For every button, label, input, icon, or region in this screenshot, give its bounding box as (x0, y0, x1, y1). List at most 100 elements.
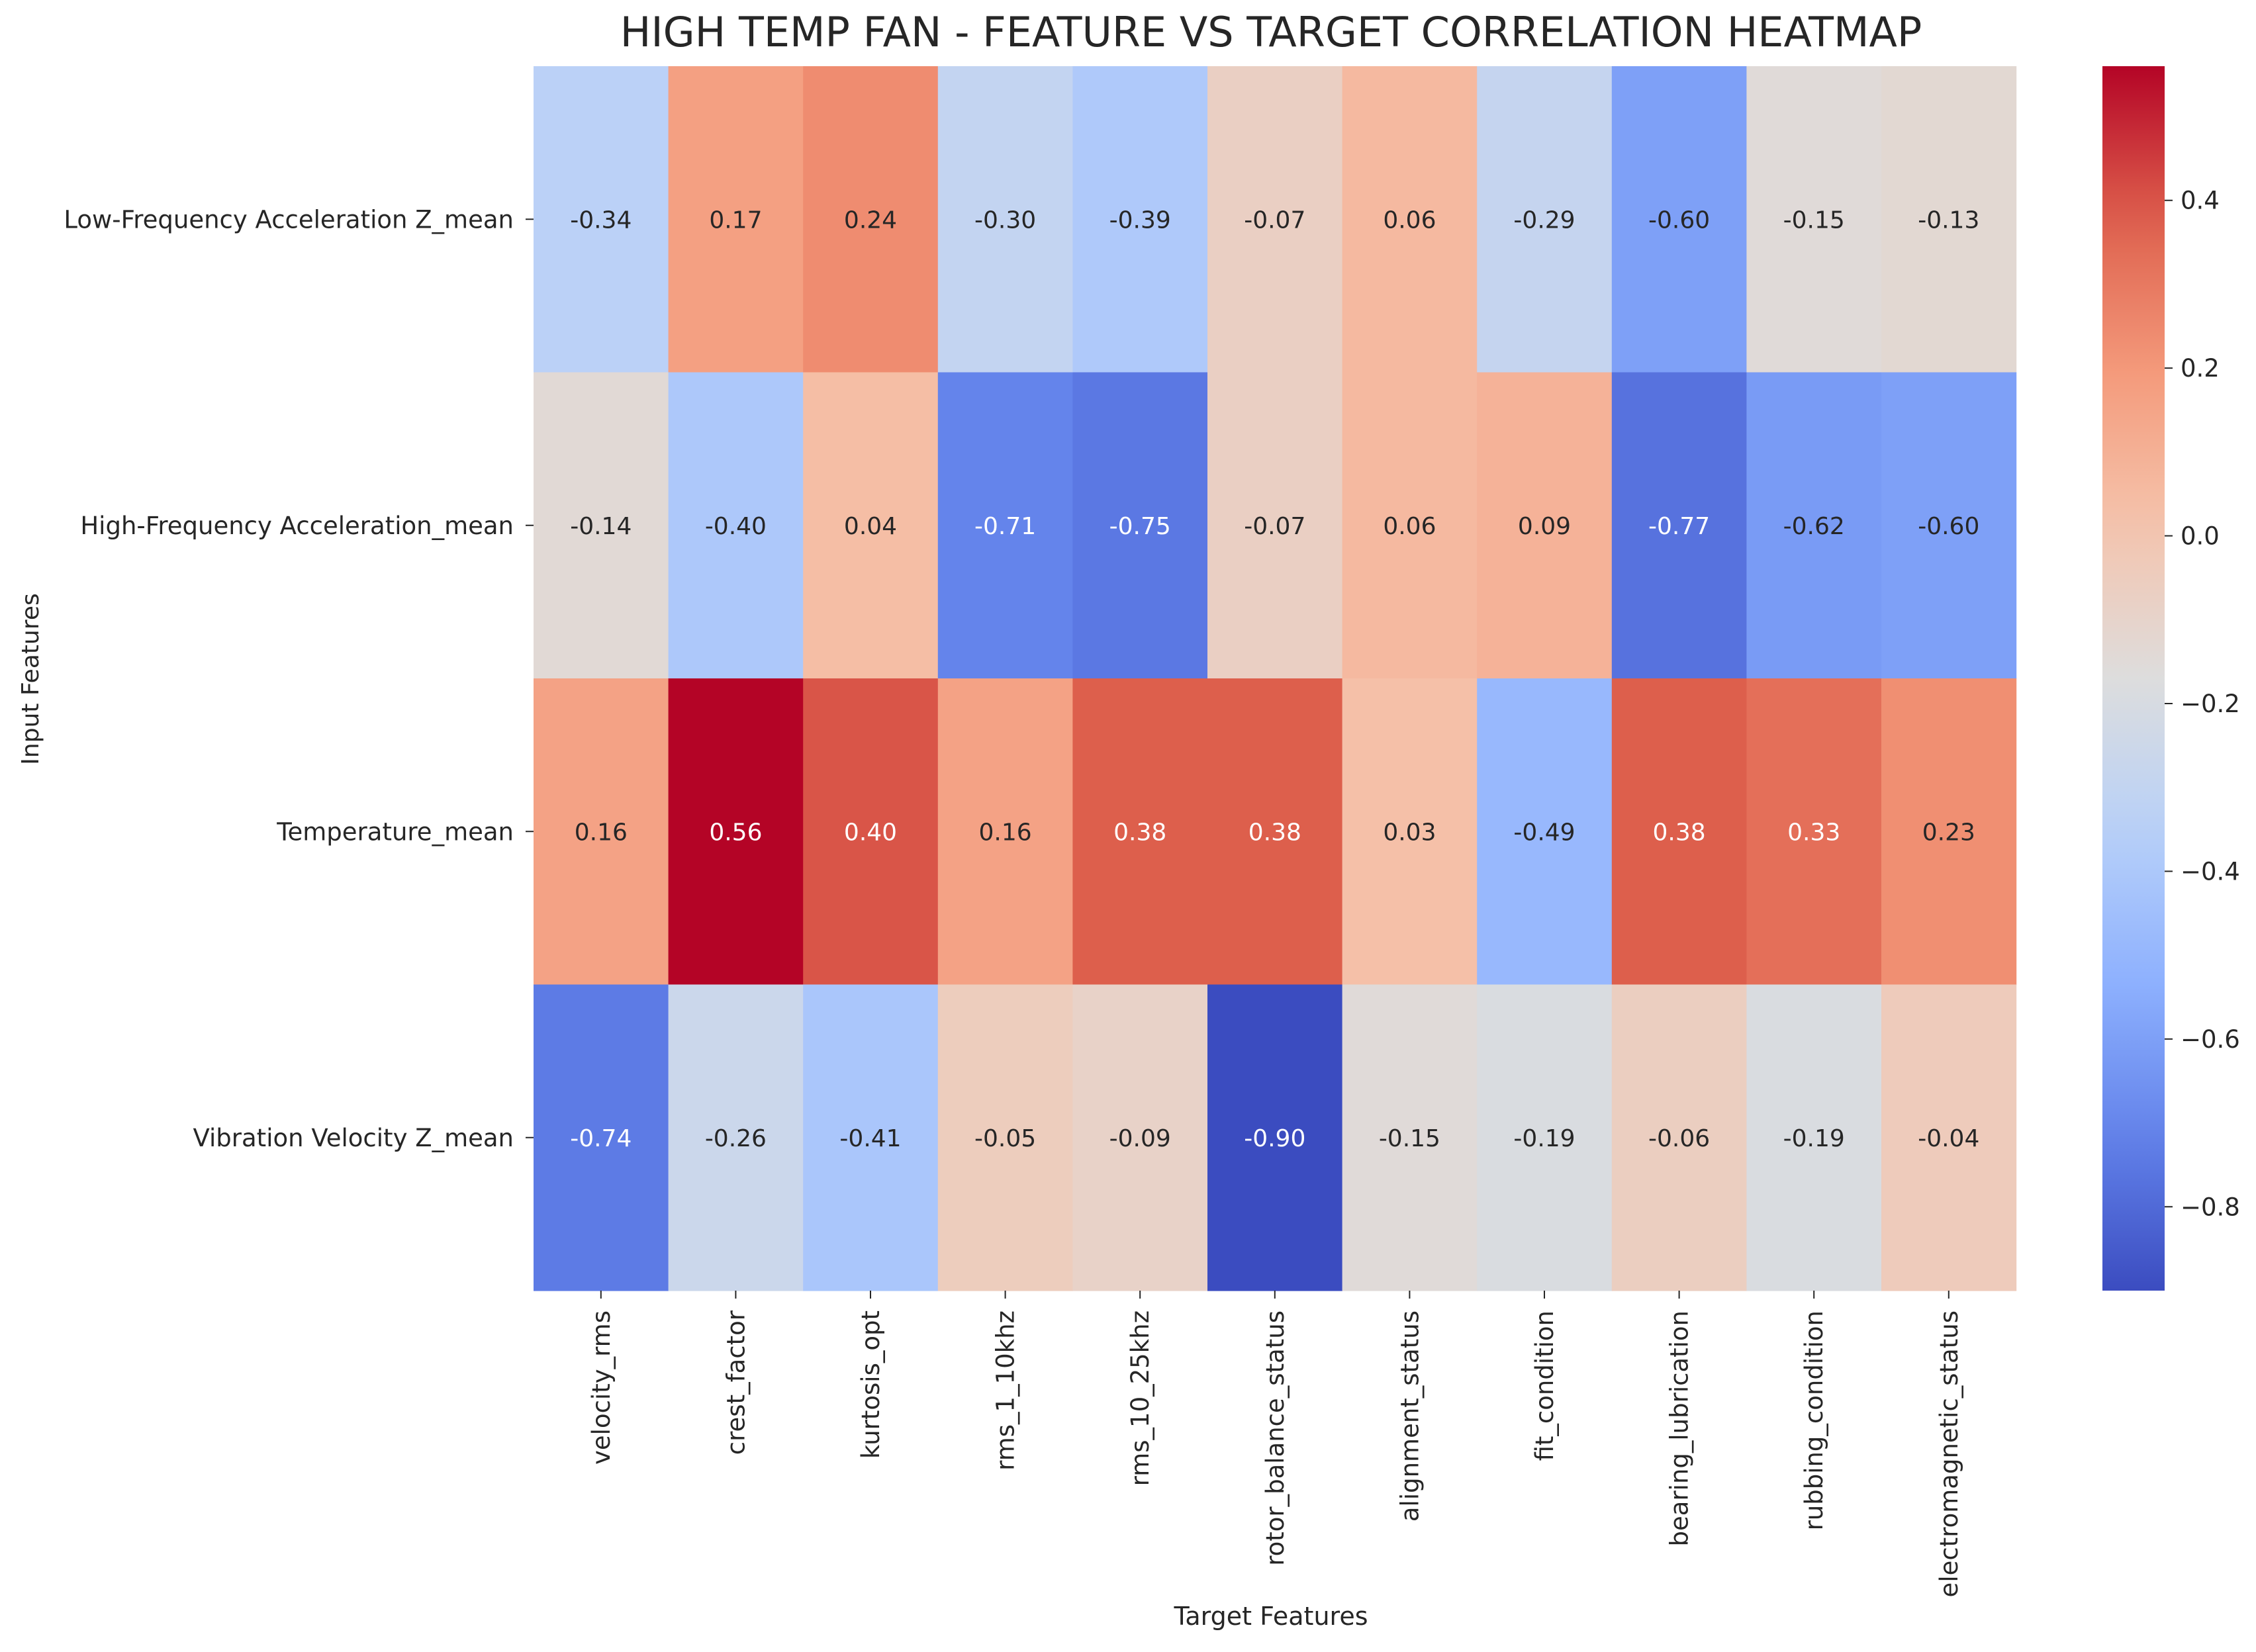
heatmap-cell (1477, 984, 1613, 1291)
heatmap-cell (1072, 372, 1208, 679)
colorbar-tick-label: 0.4 (2181, 187, 2220, 215)
heatmap-cell (1072, 66, 1208, 373)
column-label: rms_10_25khz (1126, 1310, 1154, 1486)
colorbar-gradient (2102, 66, 2165, 1291)
cell-value-label: 0.06 (1383, 206, 1436, 234)
cell-value-label: -0.71 (974, 513, 1036, 540)
row-labels: Low-Frequency Acceleration Z_mean High-Fr… (64, 205, 534, 1152)
colorbar-tick-label: −0.8 (2181, 1193, 2240, 1221)
heatmap-cells (534, 66, 2017, 1291)
heatmap-cell (937, 372, 1073, 679)
heatmap-cell (1342, 372, 1478, 679)
heatmap-cell (803, 678, 939, 986)
heatmap-cell (937, 678, 1073, 986)
heatmap-cell (534, 984, 669, 1291)
cell-value-label: 0.38 (1248, 819, 1301, 846)
cell-value-label: -0.30 (974, 206, 1036, 234)
cell-value-label: 0.03 (1383, 819, 1436, 846)
heatmap-cell (1881, 372, 2017, 679)
column-label: bearing_lubrication (1666, 1310, 1694, 1546)
heatmap-cell (1881, 984, 2017, 1291)
cell-value-label: -0.40 (705, 513, 767, 540)
cell-value-label: 0.38 (1653, 819, 1706, 846)
colorbar-tick-label: −0.2 (2181, 690, 2240, 718)
cell-value-label: -0.07 (1244, 206, 1305, 234)
column-label: electromagnetic_status (1935, 1310, 1963, 1597)
cell-value-label: -0.14 (570, 513, 632, 540)
heatmap-cell (668, 66, 804, 373)
cell-value-label: 0.56 (709, 819, 762, 846)
column-label: rotor_balance_status (1261, 1310, 1290, 1566)
heatmap-cell (1746, 678, 1882, 986)
colorbar-tick-label: −0.6 (2181, 1025, 2240, 1054)
heatmap-cell (1746, 984, 1882, 1291)
row-label: Temperature_mean (276, 817, 514, 846)
column-label: crest_factor (722, 1310, 750, 1455)
heatmap-cell (1342, 984, 1478, 1291)
cell-value-label: 0.06 (1383, 513, 1436, 540)
heatmap-cell (1207, 66, 1343, 373)
heatmap-cell (1746, 372, 1882, 679)
row-label: Vibration Velocity Z_mean (193, 1124, 514, 1152)
column-label: rms_1_10khz (992, 1310, 1020, 1471)
cell-value-label: -0.15 (1379, 1125, 1440, 1152)
heatmap-cell (668, 984, 804, 1291)
cell-value-label: -0.62 (1783, 513, 1845, 540)
cell-value-label: -0.41 (839, 1125, 901, 1152)
heatmap-cell (937, 66, 1073, 373)
column-label: velocity_rms (587, 1310, 616, 1465)
cell-value-label: 0.38 (1113, 819, 1166, 846)
x-axis-label: Target Features (1173, 1602, 1368, 1631)
column-label: alignment_status (1395, 1310, 1424, 1522)
colorbar-tick-label: −0.4 (2181, 857, 2240, 886)
cell-value-label: -0.49 (1513, 819, 1575, 846)
heatmap-cell (1611, 66, 1747, 373)
heatmap-cell (1072, 984, 1208, 1291)
cell-value-label: -0.07 (1244, 513, 1305, 540)
heatmap-cell (1477, 372, 1613, 679)
heatmap-cell (1881, 678, 2017, 986)
cell-annotations: -0.34 0.17 0.24 -0.30 -0.39 -0.07 0.06 -0.29 -0.… (570, 206, 1979, 1152)
heatmap-cell (803, 984, 939, 1291)
heatmap-cell (1611, 984, 1747, 1291)
cell-value-label: 0.33 (1787, 819, 1840, 846)
cell-value-label: -0.19 (1783, 1125, 1845, 1152)
cell-value-label: -0.19 (1513, 1125, 1575, 1152)
cell-value-label: -0.04 (1918, 1125, 1979, 1152)
cell-value-label: -0.75 (1109, 513, 1171, 540)
heatmap-cell (803, 372, 939, 679)
cell-value-label: 0.40 (844, 819, 897, 846)
cell-value-label: -0.60 (1918, 513, 1979, 540)
heatmap-cell (534, 66, 669, 373)
column-labels: velocity_rms crest_factor kurtosis_opt rms_… (587, 1291, 1963, 1597)
cell-value-label: -0.29 (1513, 206, 1575, 234)
cell-value-label: -0.77 (1648, 513, 1710, 540)
colorbar: 0.4 0.2 0.0 −0.2 −0.4 −0.6 −0.8 (2102, 66, 2240, 1291)
cell-value-label: -0.74 (570, 1125, 632, 1152)
column-label: fit_condition (1530, 1310, 1559, 1461)
cell-value-label: 0.04 (844, 513, 897, 540)
cell-value-label: 0.24 (844, 206, 897, 234)
column-label: kurtosis_opt (857, 1310, 885, 1459)
cell-value-label: -0.13 (1918, 206, 1979, 234)
colorbar-tick-label: 0.0 (2181, 522, 2220, 551)
heatmap-cell (937, 984, 1073, 1291)
heatmap-cell (1611, 678, 1747, 986)
cell-value-label: -0.15 (1783, 206, 1845, 234)
heatmap-cell (534, 372, 669, 679)
cell-value-label: -0.90 (1244, 1125, 1305, 1152)
heatmap-cell (1342, 678, 1478, 986)
colorbar-tick-label: 0.2 (2181, 354, 2220, 383)
row-label: Low-Frequency Acceleration Z_mean (64, 205, 514, 234)
heatmap-cell (803, 66, 939, 373)
y-axis-label: Input Features (17, 593, 44, 764)
cell-value-label: 0.16 (979, 819, 1032, 846)
column-label: rubbing_condition (1800, 1310, 1828, 1530)
heatmap-cell (1477, 66, 1613, 373)
heatmap-cell (668, 678, 804, 986)
chart-title: HIGH TEMP FAN - FEATURE VS TARGET CORREL… (620, 8, 1922, 56)
row-label: High-Frequency Acceleration_mean (80, 512, 514, 540)
cell-value-label: -0.06 (1648, 1125, 1710, 1152)
cell-value-label: -0.60 (1648, 206, 1710, 234)
